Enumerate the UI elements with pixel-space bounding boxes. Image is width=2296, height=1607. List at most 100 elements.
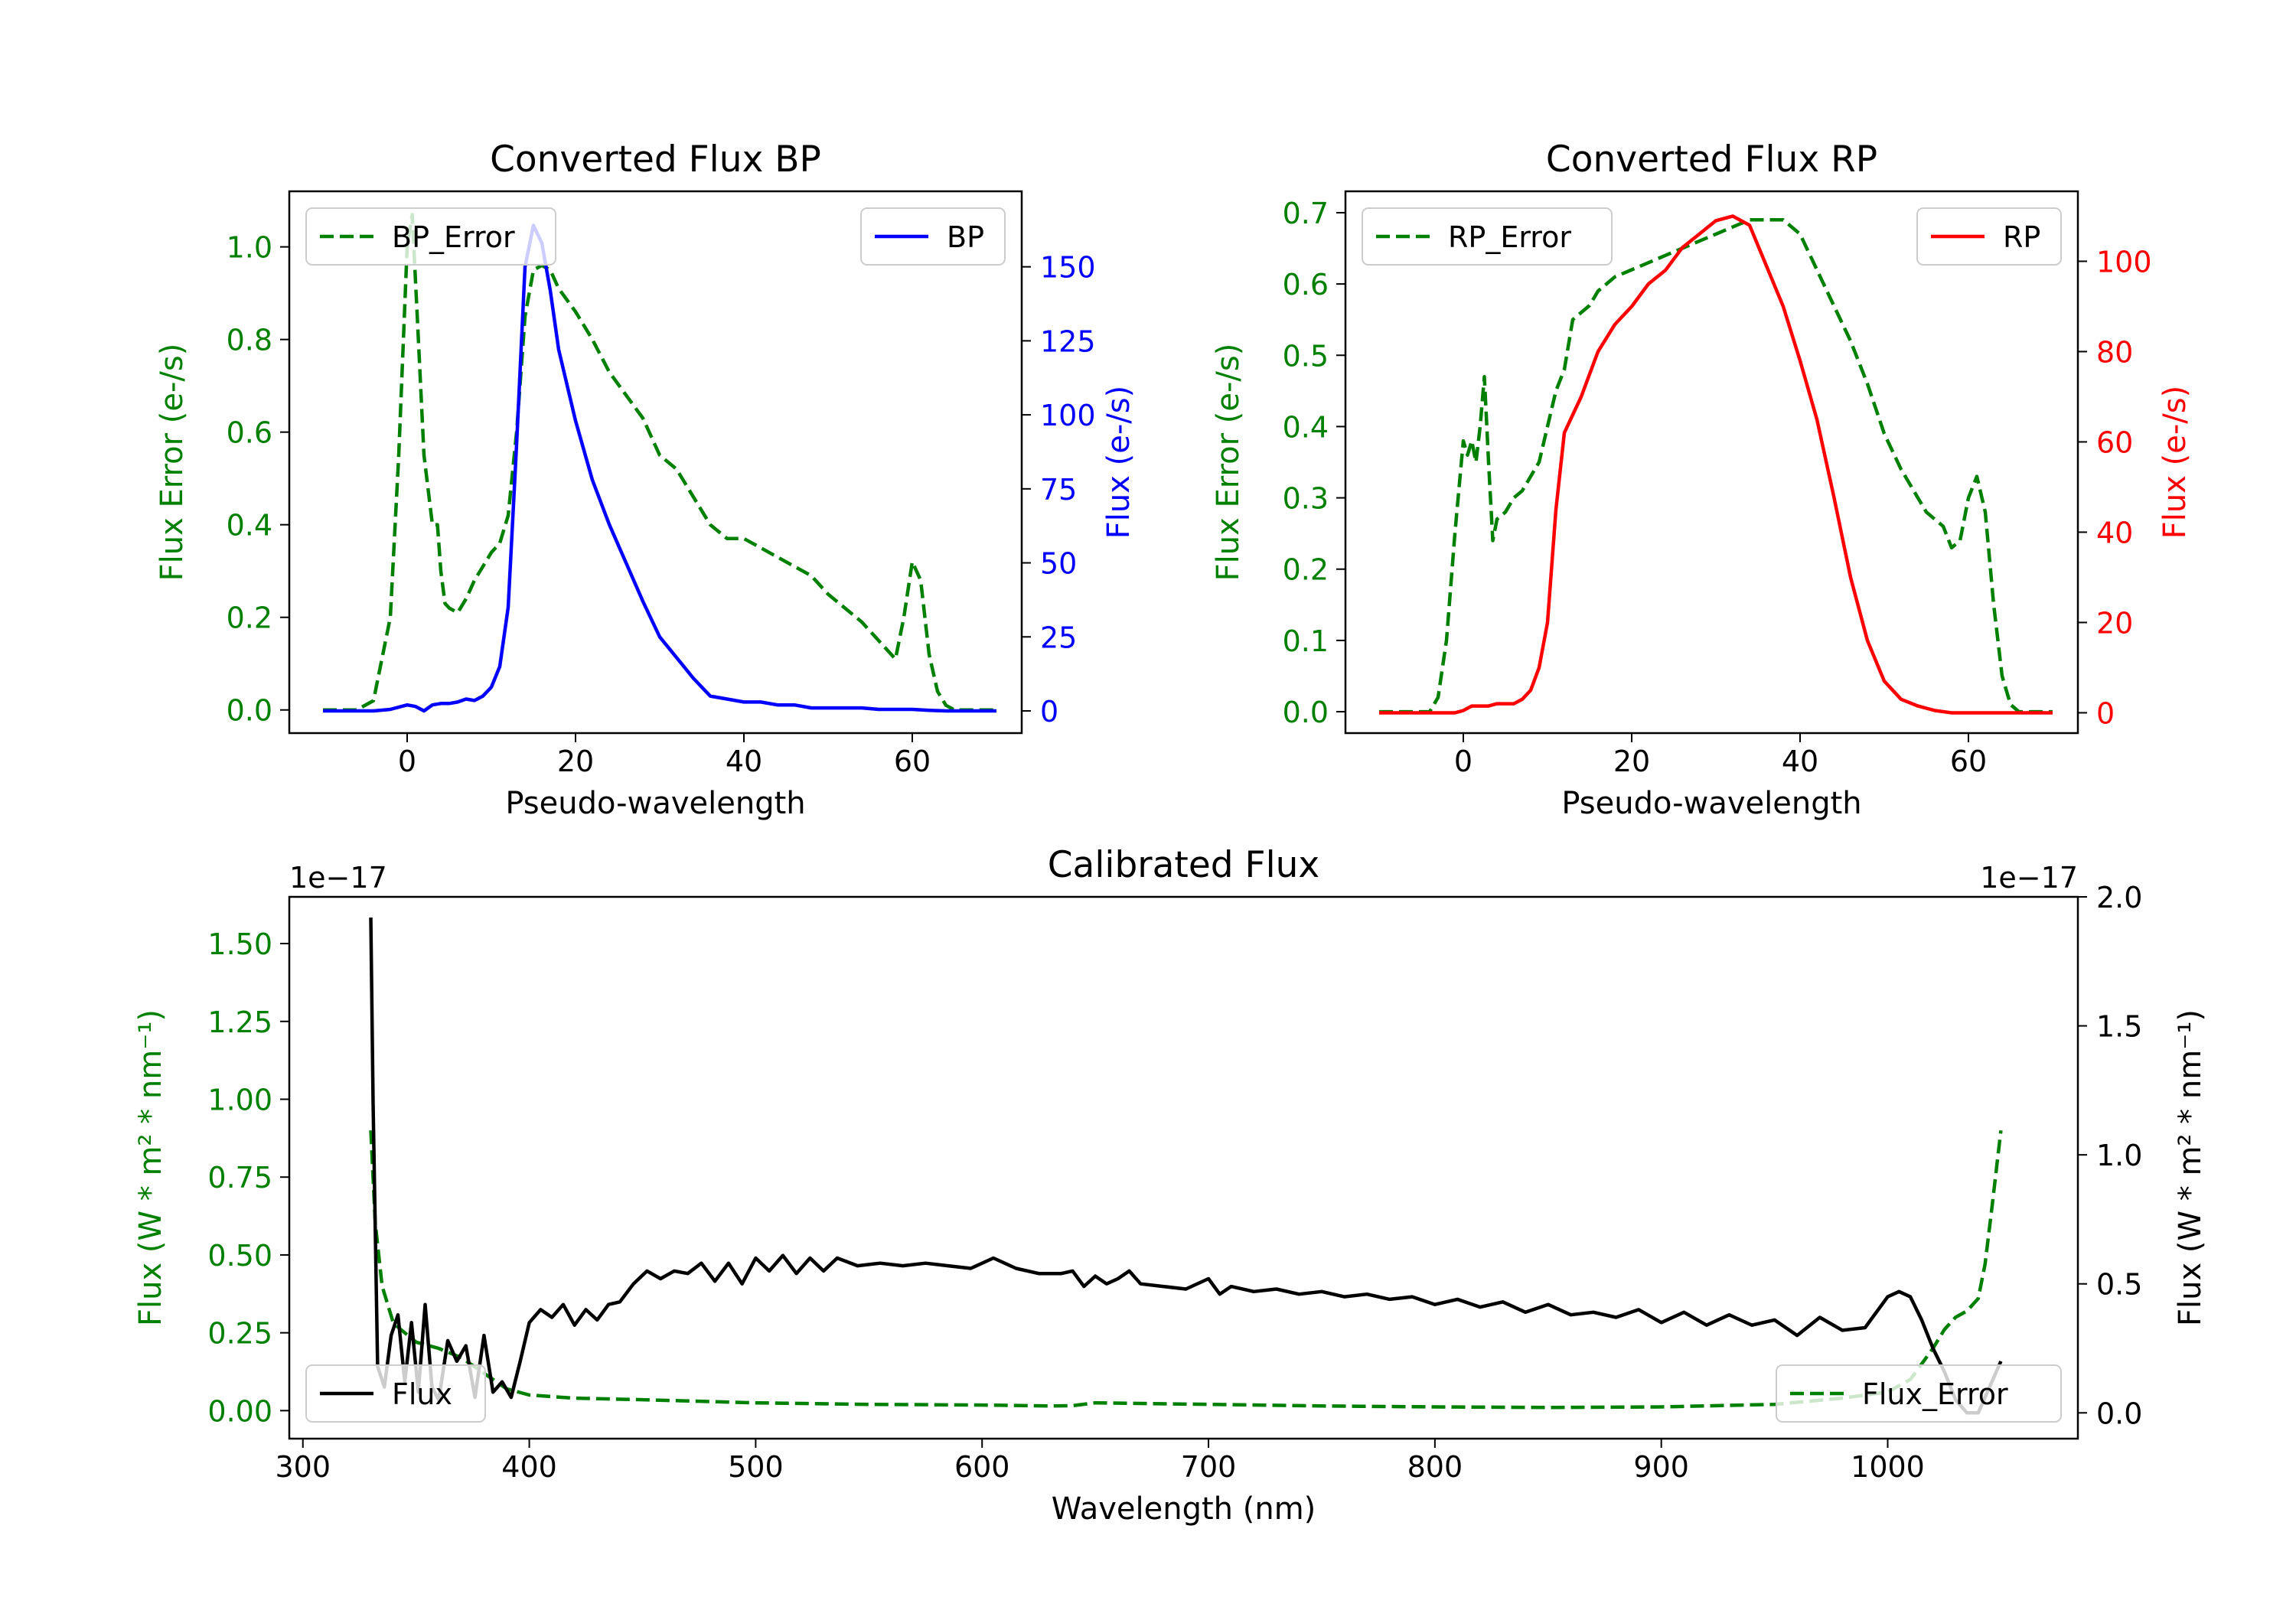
rp-legend-box <box>1916 207 2062 266</box>
bp-y-left-tick-label: 0.8 <box>227 324 272 357</box>
bp-y-left-tick-label: 1.0 <box>227 231 272 265</box>
cal-legend-box <box>305 1364 486 1423</box>
cal-series-flux-line <box>369 917 2003 1415</box>
rp-y-right-tick-label: 80 <box>2096 335 2133 369</box>
cal-legend-right: Flux_Error <box>1776 1364 2062 1423</box>
rp-y-right-tick-label: 60 <box>2096 425 2133 459</box>
bp-x-tick-label: 60 <box>894 745 931 778</box>
bp-chart: 0 20 40 60 0.0 0.2 0.4 0.6 0.8 1.0 0 25 50 75 100 125 15… <box>155 139 1137 821</box>
bp-y-right-tick-label: 0 <box>1040 695 1058 729</box>
rp-x-tick-label: 60 <box>1950 745 1987 778</box>
rp-y-left-tick-label: 0.0 <box>1283 696 1329 729</box>
cal-y-left-tick-label: 0.25 <box>207 1317 272 1351</box>
bp-y-right-tick-label: 75 <box>1040 473 1077 507</box>
bp-legend-left: BP_Error <box>305 207 556 266</box>
cal-x-tick-label: 300 <box>275 1450 331 1484</box>
rp-legend-box <box>1362 207 1613 266</box>
cal-legend-left: Flux <box>305 1364 486 1423</box>
cal-x-tick-label: 400 <box>501 1450 557 1484</box>
rp-y-right-tick-label: 20 <box>2096 606 2133 640</box>
cal-y-right-tick-label: 0.5 <box>2096 1268 2142 1302</box>
rp-plot-frame <box>1344 190 2079 735</box>
bp-y-right-tick-label: 50 <box>1040 547 1077 581</box>
bp-x-tick-label: 40 <box>726 745 762 778</box>
cal-y-right-tick-label: 0.0 <box>2096 1397 2142 1430</box>
bp-x-tick-label: 0 <box>398 745 416 778</box>
rp-y-right-tick-label: 0 <box>2096 696 2115 730</box>
bp-chart-title: Converted Flux BP <box>490 139 821 181</box>
bp-legend-box <box>305 207 556 266</box>
rp-y-left-tick-label: 0.1 <box>1283 624 1329 658</box>
bp-y-left-tick-label: 0.2 <box>227 601 272 635</box>
cal-x-tick-label: 500 <box>728 1450 784 1484</box>
cal-legend-box <box>1776 1364 2062 1423</box>
rp-chart-title: Converted Flux RP <box>1546 139 1877 181</box>
cal-y-right-tick-label: 2.0 <box>2096 881 2142 914</box>
bp-y-right-axis-label: Flux (e-/s) <box>1101 386 1137 539</box>
rp-series-group <box>1379 214 2053 715</box>
bp-plot-frame <box>288 190 1023 735</box>
rp-x-axis-label: Pseudo-wavelength <box>1561 786 1861 821</box>
cal-series-flux-error-line <box>369 1129 2003 1410</box>
bp-legend-box <box>860 207 1006 266</box>
cal-x-axis-label: Wavelength (nm) <box>1052 1491 1316 1527</box>
rp-y-right-axis-label: Flux (e-/s) <box>2157 386 2193 539</box>
bp-y-left-tick-label: 0.4 <box>227 509 272 543</box>
bp-y-right-tick-label: 25 <box>1040 621 1077 654</box>
cal-x-tick-label: 800 <box>1407 1450 1463 1484</box>
rp-legend-left: RP_Error <box>1362 207 1613 266</box>
cal-y-left-tick-label: 0.00 <box>207 1394 272 1428</box>
rp-y-left-tick-label: 0.7 <box>1283 197 1329 230</box>
cal-series-group <box>369 917 2003 1415</box>
bp-y-left-tick-label: 0.0 <box>227 694 272 728</box>
bp-y-right-tick-label: 150 <box>1040 251 1096 285</box>
rp-y-right-tick-label: 40 <box>2096 516 2133 549</box>
rp-y-left-axis-label: Flux Error (e-/s) <box>1211 344 1246 582</box>
cal-y-left-axis-label: Flux (W * m² * nm⁻¹) <box>133 1009 168 1326</box>
rp-series-rp-line <box>1379 214 2053 715</box>
rp-y-left-tick-label: 0.2 <box>1283 553 1329 587</box>
cal-x-tick-label: 1000 <box>1851 1450 1925 1484</box>
rp-series-rp-error-line <box>1379 218 2053 714</box>
cal-x-tick-label: 600 <box>954 1450 1010 1484</box>
bp-y-right-tick-label: 100 <box>1040 399 1096 432</box>
rp-y-left-tick-label: 0.3 <box>1283 482 1329 516</box>
bp-legend-label: BP <box>947 220 984 254</box>
cal-y-left-tick-label: 0.50 <box>207 1239 272 1273</box>
cal-y-right-tick-label: 1.0 <box>2096 1139 2142 1172</box>
cal-y-right-axis-label: Flux (W * m² * nm⁻¹) <box>2173 1009 2208 1326</box>
bp-legend-label: BP_Error <box>392 220 515 254</box>
rp-y-right-tick-label: 100 <box>2096 245 2152 279</box>
cal-chart-title: Calibrated Flux <box>1048 844 1320 886</box>
bp-legend-right: BP <box>860 207 1006 266</box>
rp-legend-right: RP <box>1916 207 2062 266</box>
cal-y-left-tick-label: 1.00 <box>207 1083 272 1116</box>
rp-x-tick-label: 40 <box>1782 745 1818 778</box>
bp-x-axis-label: Pseudo-wavelength <box>505 786 805 821</box>
rp-y-left-tick-label: 0.4 <box>1283 410 1329 444</box>
cal-y-left-tick-label: 1.50 <box>207 927 272 961</box>
cal-x-tick-label: 900 <box>1633 1450 1689 1484</box>
rp-legend-label: RP_Error <box>1448 220 1571 254</box>
cal-y-left-offset: 1e−17 <box>289 861 387 895</box>
cal-legend-label: Flux <box>392 1377 452 1411</box>
bp-y-left-tick-label: 0.6 <box>227 416 272 450</box>
bp-y-left-axis-label: Flux Error (e-/s) <box>155 344 190 582</box>
rp-x-tick-label: 20 <box>1613 745 1650 778</box>
rp-x-tick-label: 0 <box>1454 745 1473 778</box>
cal-x-tick-label: 700 <box>1181 1450 1237 1484</box>
bp-y-right-tick-label: 125 <box>1040 324 1096 358</box>
rp-chart: 0 20 40 60 0.0 0.1 0.2 0.3 0.4 0.5 0.6 0.7 0 20 40 60 80… <box>1211 139 2193 821</box>
cal-y-left-tick-label: 1.25 <box>207 1006 272 1039</box>
rp-y-left-tick-label: 0.5 <box>1283 339 1329 373</box>
cal-y-right-offset: 1e−17 <box>1980 861 2078 895</box>
cal-legend-label: Flux_Error <box>1862 1377 2008 1411</box>
cal-plot-frame <box>288 895 2079 1440</box>
rp-legend-label: RP <box>2003 220 2040 254</box>
cal-chart: 300 400 500 600 700 800 900 1000 0.00 0.25 0.50 0.7… <box>133 844 2208 1527</box>
cal-y-left-tick-label: 0.75 <box>207 1161 272 1195</box>
bp-x-tick-label: 20 <box>557 745 594 778</box>
bp-series-group <box>323 213 996 713</box>
rp-y-left-tick-label: 0.6 <box>1283 268 1329 302</box>
